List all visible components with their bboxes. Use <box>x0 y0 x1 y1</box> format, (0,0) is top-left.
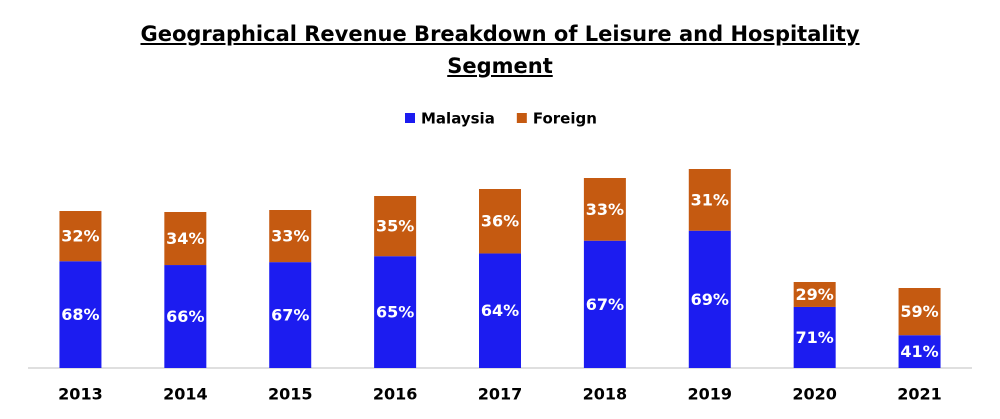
value-label: 65% <box>376 303 414 322</box>
bar-segment <box>688 230 731 368</box>
x-tick-label: 2019 <box>688 385 733 404</box>
bar-segment <box>793 306 836 368</box>
value-label: 67% <box>271 306 309 325</box>
x-tick-label: 2021 <box>897 385 942 404</box>
value-label: 66% <box>166 307 204 326</box>
bar-segment <box>59 211 102 262</box>
value-label: 32% <box>61 227 99 246</box>
bar-segment <box>374 256 417 368</box>
value-label: 41% <box>900 342 938 361</box>
bar-segment <box>688 169 731 231</box>
value-label: 33% <box>586 200 624 219</box>
x-tick-label: 2016 <box>373 385 418 404</box>
value-label: 35% <box>376 217 414 236</box>
legend-swatch <box>405 113 415 123</box>
value-label: 68% <box>61 305 99 324</box>
legend-swatch <box>516 113 527 123</box>
bar-segment <box>269 210 312 263</box>
bar-segment <box>59 261 102 368</box>
legend-label: Foreign <box>533 110 597 128</box>
bar-segment <box>479 253 521 368</box>
x-tick-label: 2015 <box>268 385 313 404</box>
x-tick-label: 2017 <box>478 385 523 404</box>
x-tick-label: 2018 <box>583 385 628 404</box>
value-label: 59% <box>900 302 938 321</box>
bar-segment <box>479 189 521 254</box>
x-tick-label: 2014 <box>163 385 208 404</box>
value-label: 67% <box>586 295 624 314</box>
value-label: 29% <box>796 285 834 304</box>
bar-segment <box>583 178 626 241</box>
value-label: 33% <box>271 227 309 246</box>
bar-segment <box>898 335 941 368</box>
chart-title: Geographical Revenue Breakdown of Leisur… <box>140 22 860 78</box>
bar-segment <box>583 240 626 368</box>
x-tick-label: 2013 <box>58 385 103 404</box>
value-label: 69% <box>691 290 729 309</box>
value-label: 31% <box>691 190 729 209</box>
value-label: 71% <box>796 328 834 347</box>
value-label: 64% <box>481 301 519 320</box>
bar-segment <box>898 288 941 336</box>
x-tick-label: 2020 <box>792 385 837 404</box>
bar-segment <box>374 196 417 257</box>
legend-label: Malaysia <box>421 110 495 128</box>
bar-segment <box>164 265 207 368</box>
bar-segment <box>269 262 312 368</box>
bar-segment <box>793 282 836 307</box>
bar-segment <box>164 212 207 266</box>
value-label: 36% <box>481 212 519 231</box>
value-label: 34% <box>166 229 204 248</box>
